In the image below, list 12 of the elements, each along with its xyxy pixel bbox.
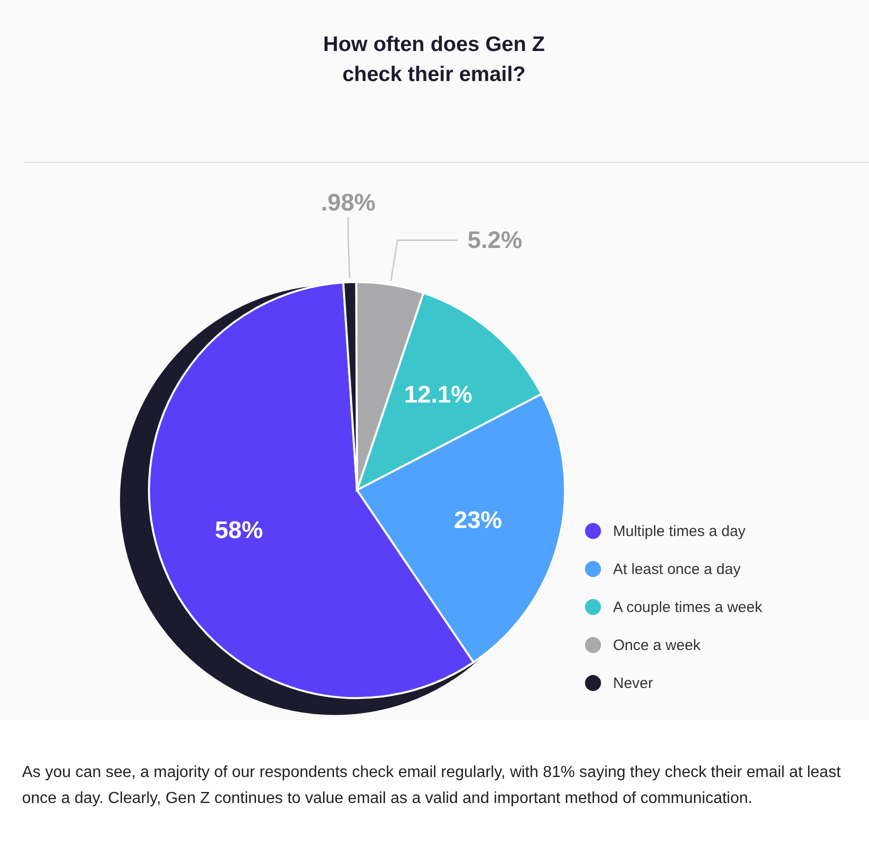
- text: As you can see, a majority of our respondents check email regularly, with 81% saying they check their email at least once a day. Clearly, Gen Z continues to value email as a valid and important method of communication.: [22, 763, 842, 809]
- legend-label: Multiple times a day: [613, 522, 746, 540]
- data-label: 12.1%: [404, 382, 472, 409]
- legend-label: Once a week: [613, 636, 701, 654]
- data-label: 58%: [214, 516, 263, 544]
- legend-label: Never: [613, 674, 654, 692]
- data-label: 5.2%: [467, 226, 522, 254]
- chart-title: How often does Gen Z check their email?: [322, 32, 546, 88]
- data-label: .98%: [320, 190, 376, 217]
- data-label: 23%: [454, 507, 502, 534]
- legend-label: At least once a day: [613, 560, 741, 578]
- legend-label: A couple times a week: [613, 598, 762, 616]
